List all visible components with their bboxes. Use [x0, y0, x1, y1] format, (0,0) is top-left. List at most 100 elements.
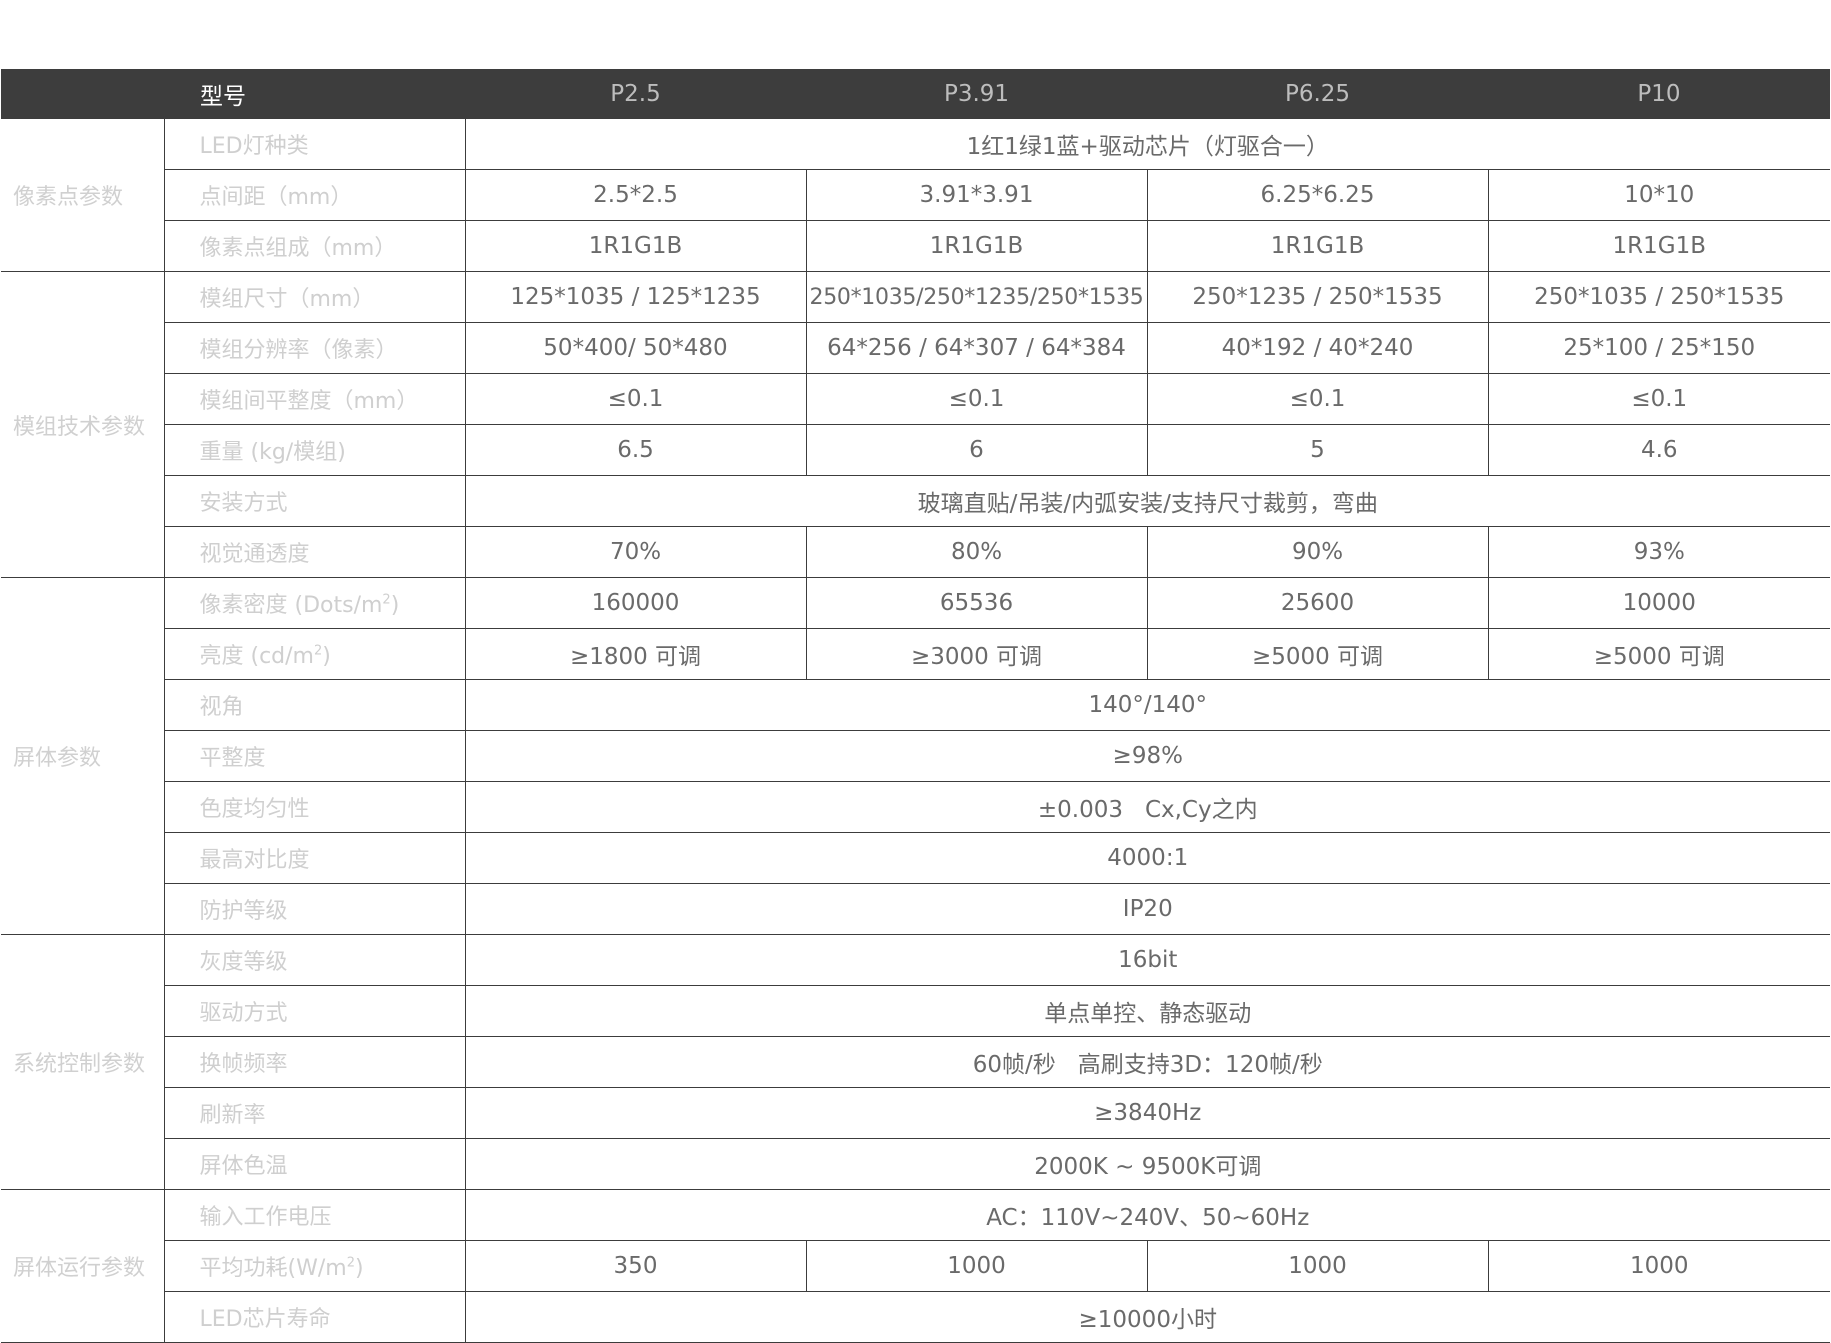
- param-label-end: ): [354, 1256, 364, 1281]
- param-label-text: 平均功耗(W/m: [199, 1256, 347, 1281]
- value-cell: ≥3000 可调: [805, 628, 1148, 680]
- value-cell: 65536: [805, 577, 1148, 629]
- group-pixel: 像素点参数: [1, 118, 165, 272]
- value-cell: 16bit: [464, 934, 1830, 986]
- row-drive-mode: 驱动方式 单点单控、静态驱动: [1, 985, 1830, 1037]
- param-label: 视觉通透度: [163, 526, 466, 578]
- value-cell: ≤0.1: [805, 373, 1148, 425]
- param-label-text: 像素密度 (Dots/m: [199, 593, 383, 618]
- param-label: LED灯种类: [163, 118, 466, 170]
- value-cell: IP20: [464, 883, 1830, 935]
- value-cell: ≥5000 可调: [1146, 628, 1489, 680]
- value-cell: 93%: [1487, 526, 1830, 578]
- param-label: 亮度 (cd/m2): [163, 628, 466, 680]
- row-input-voltage: 屏体运行参数 输入工作电压 AC：110V~240V、50~60Hz: [1, 1189, 1830, 1343]
- value-cell: 1红1绿1蓝+驱动芯片（灯驱合一）: [464, 118, 1830, 170]
- spec-table: 型号 P2.5 P3.91 P6.25 P10 像素点参数 LED灯种类 1红1…: [1, 69, 1830, 1343]
- value-cell: ≤0.1: [464, 373, 807, 425]
- row-transparency: 视觉通透度 70% 80% 90% 93%: [1, 526, 1830, 578]
- group-screen: 屏体参数: [1, 577, 165, 935]
- param-label: 平整度: [163, 730, 466, 782]
- group-operation: 屏体运行参数: [1, 1189, 165, 1343]
- param-label: 灰度等级: [163, 934, 466, 986]
- superscript: 2: [346, 1255, 355, 1271]
- value-cell: 25*100 / 25*150: [1487, 322, 1830, 374]
- group-system: 系统控制参数: [1, 934, 165, 1190]
- row-weight: 重量 (kg/模组) 6.5 6 5 4.6: [1, 424, 1830, 476]
- row-led-type: 像素点参数 LED灯种类 1红1绿1蓝+驱动芯片（灯驱合一）: [1, 118, 1830, 272]
- value-cell: ≥10000小时: [464, 1291, 1830, 1343]
- param-label: 防护等级: [163, 883, 466, 935]
- row-chroma-uniformity: 色度均匀性 ±0.003 Cx,Cy之内: [1, 781, 1830, 833]
- group-module: 模组技术参数: [1, 271, 165, 578]
- value-cell: 250*1035/250*1235/250*1535: [805, 271, 1148, 323]
- row-flatness: 平整度 ≥98%: [1, 730, 1830, 782]
- value-cell: 64*256 / 64*307 / 64*384: [805, 322, 1148, 374]
- value-cell: 1R1G1B: [1146, 220, 1489, 272]
- superscript: 2: [313, 643, 323, 659]
- value-cell: ≤0.1: [1487, 373, 1830, 425]
- param-label: 视角: [163, 679, 466, 731]
- param-label: 色度均匀性: [163, 781, 466, 833]
- param-label: LED芯片寿命: [163, 1291, 466, 1343]
- value-cell: 10000: [1487, 577, 1830, 629]
- value-cell: 2000K ~ 9500K可调: [464, 1138, 1830, 1190]
- param-label-end: ): [390, 593, 400, 618]
- param-label: 模组分辨率（像素）: [163, 322, 466, 374]
- value-cell: 1000: [1146, 1240, 1489, 1292]
- value-cell: 6.25*6.25: [1146, 169, 1489, 221]
- row-module-size: 模组技术参数 模组尺寸（mm） 125*1035 / 125*1235 250*…: [1, 271, 1830, 578]
- param-label: 模组间平整度（mm）: [163, 373, 466, 425]
- row-pixel-density: 屏体参数 像素密度 (Dots/m2) 160000 65536 25600 1…: [1, 577, 1830, 935]
- value-cell: ≥1800 可调: [464, 628, 807, 680]
- param-label-text: 亮度 (cd/m: [199, 644, 314, 669]
- value-cell: 40*192 / 40*240: [1146, 322, 1489, 374]
- value-cell: 1000: [1487, 1240, 1830, 1292]
- row-led-life: LED芯片寿命 ≥10000小时: [1, 1291, 1830, 1343]
- value-cell: ≥98%: [464, 730, 1830, 782]
- row-installation: 安装方式 玻璃直贴/吊装/内弧安装/支持尺寸裁剪，弯曲: [1, 475, 1830, 527]
- row-viewing-angle: 视角 140°/140°: [1, 679, 1830, 731]
- value-cell: 1000: [805, 1240, 1148, 1292]
- param-label: 换帧频率: [163, 1036, 466, 1088]
- value-cell: 6: [805, 424, 1148, 476]
- row-protection: 防护等级 IP20: [1, 883, 1830, 935]
- row-module-flatness: 模组间平整度（mm） ≤0.1 ≤0.1 ≤0.1 ≤0.1: [1, 373, 1830, 425]
- value-cell: 50*400/ 50*480: [464, 322, 807, 374]
- param-label-end: ): [322, 644, 331, 669]
- value-cell: ≥5000 可调: [1487, 628, 1830, 680]
- param-label: 屏体色温: [163, 1138, 466, 1190]
- value-cell: 160000: [464, 577, 807, 629]
- value-cell: 玻璃直贴/吊装/内弧安装/支持尺寸裁剪，弯曲: [464, 475, 1830, 527]
- param-label: 点间距（mm）: [163, 169, 466, 221]
- value-cell: 10*10: [1487, 169, 1830, 221]
- value-cell: 60帧/秒 高刷支持3D：120帧/秒: [464, 1036, 1830, 1088]
- value-cell: 6.5: [464, 424, 807, 476]
- header-row: 型号 P2.5 P3.91 P6.25 P10: [1, 69, 1830, 119]
- param-label: 安装方式: [163, 475, 466, 527]
- value-cell: ≤0.1: [1146, 373, 1489, 425]
- param-label: 重量 (kg/模组): [163, 424, 466, 476]
- value-cell: 2.5*2.5: [464, 169, 807, 221]
- param-label: 模组尺寸（mm）: [163, 271, 466, 323]
- superscript: 2: [382, 592, 391, 608]
- param-label: 平均功耗(W/m2): [163, 1240, 466, 1292]
- value-cell: 250*1035 / 250*1535: [1487, 271, 1830, 323]
- model-p2-5: P2.5: [465, 69, 806, 119]
- row-refresh-rate: 刷新率 ≥3840Hz: [1, 1087, 1830, 1139]
- value-cell: 1R1G1B: [464, 220, 807, 272]
- param-label: 驱动方式: [163, 985, 466, 1037]
- value-cell: 70%: [464, 526, 807, 578]
- value-cell: 350: [464, 1240, 807, 1292]
- param-label: 最高对比度: [163, 832, 466, 884]
- param-label: 输入工作电压: [163, 1189, 466, 1241]
- row-avg-power: 平均功耗(W/m2) 350 1000 1000 1000: [1, 1240, 1830, 1292]
- model-p6-25: P6.25: [1147, 69, 1488, 119]
- value-cell: 90%: [1146, 526, 1489, 578]
- row-frame-rate: 换帧频率 60帧/秒 高刷支持3D：120帧/秒: [1, 1036, 1830, 1088]
- row-pixel-composition: 像素点组成（mm） 1R1G1B 1R1G1B 1R1G1B 1R1G1B: [1, 220, 1830, 272]
- value-cell: ≥3840Hz: [464, 1087, 1830, 1139]
- value-cell: 4.6: [1487, 424, 1830, 476]
- value-cell: 140°/140°: [464, 679, 1830, 731]
- value-cell: 单点单控、静态驱动: [464, 985, 1830, 1037]
